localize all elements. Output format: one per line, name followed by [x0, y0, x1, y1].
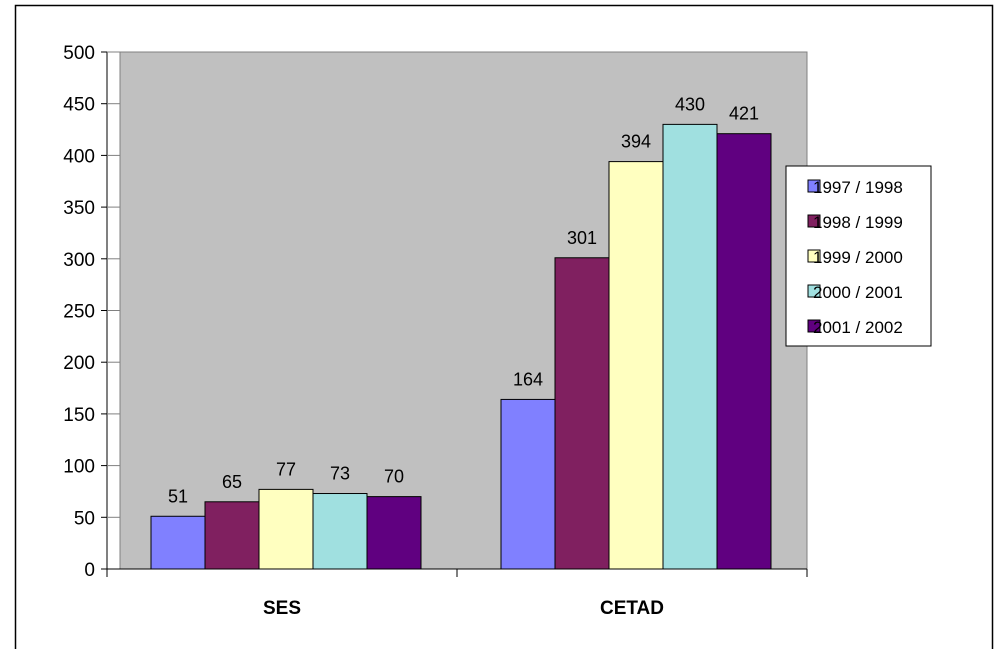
- legend-label: 2001 / 2002: [813, 318, 903, 337]
- y-tick-label: 200: [63, 353, 95, 374]
- data-label: 301: [567, 228, 597, 248]
- y-tick-label: 100: [63, 457, 95, 478]
- bar: [204, 501, 260, 570]
- legend-label: 1998 / 1999: [813, 213, 903, 232]
- legend-swatch: [807, 319, 821, 333]
- data-label: 164: [513, 369, 543, 389]
- data-label: 70: [384, 467, 404, 487]
- legend-label: 1997 / 1998: [813, 178, 903, 197]
- legend-label: 2000 / 2001: [813, 283, 903, 302]
- bar: [554, 257, 610, 570]
- y-tick-label: 300: [63, 250, 95, 271]
- bar: [312, 493, 368, 570]
- bar: [716, 133, 772, 570]
- bar: [258, 488, 314, 570]
- bar: [366, 496, 422, 570]
- data-labels: 51 65 77 73 70 164 301 394 430 421: [168, 94, 759, 506]
- bars: [150, 123, 772, 570]
- y-tick-label: 50: [74, 508, 95, 529]
- data-label: 65: [222, 472, 242, 492]
- bar: [500, 398, 556, 570]
- legend-swatch: [807, 284, 821, 298]
- y-axis: 0 50 100 150 200 250 300 350 400 450 500: [63, 43, 120, 581]
- x-category-label: CETAD: [600, 598, 664, 619]
- x-category-label: SES: [263, 598, 301, 619]
- y-tick-label: 500: [63, 43, 95, 64]
- y-tick-label: 250: [63, 302, 95, 323]
- y-tick-label: 0: [84, 560, 95, 581]
- y-tick-label: 150: [63, 405, 95, 426]
- legend-label: 1999 / 2000: [813, 248, 903, 267]
- legend-swatch: [807, 179, 821, 193]
- bar: [608, 161, 664, 570]
- bar: [662, 123, 718, 570]
- data-label: 51: [168, 486, 188, 506]
- legend-swatch: [807, 249, 821, 263]
- y-tick-label: 400: [63, 146, 95, 167]
- data-label: 73: [330, 464, 350, 484]
- data-label: 394: [621, 132, 651, 152]
- y-tick-label: 350: [63, 198, 95, 219]
- legend-swatch: [807, 214, 821, 228]
- y-tick-label: 450: [63, 95, 95, 116]
- data-label: 430: [675, 94, 705, 114]
- data-label: 421: [729, 104, 759, 124]
- legend: 1997 / 1998 1998 / 1999 1999 / 2000 2000 / …: [785, 165, 932, 347]
- bar: [150, 515, 206, 570]
- data-label: 77: [276, 459, 296, 479]
